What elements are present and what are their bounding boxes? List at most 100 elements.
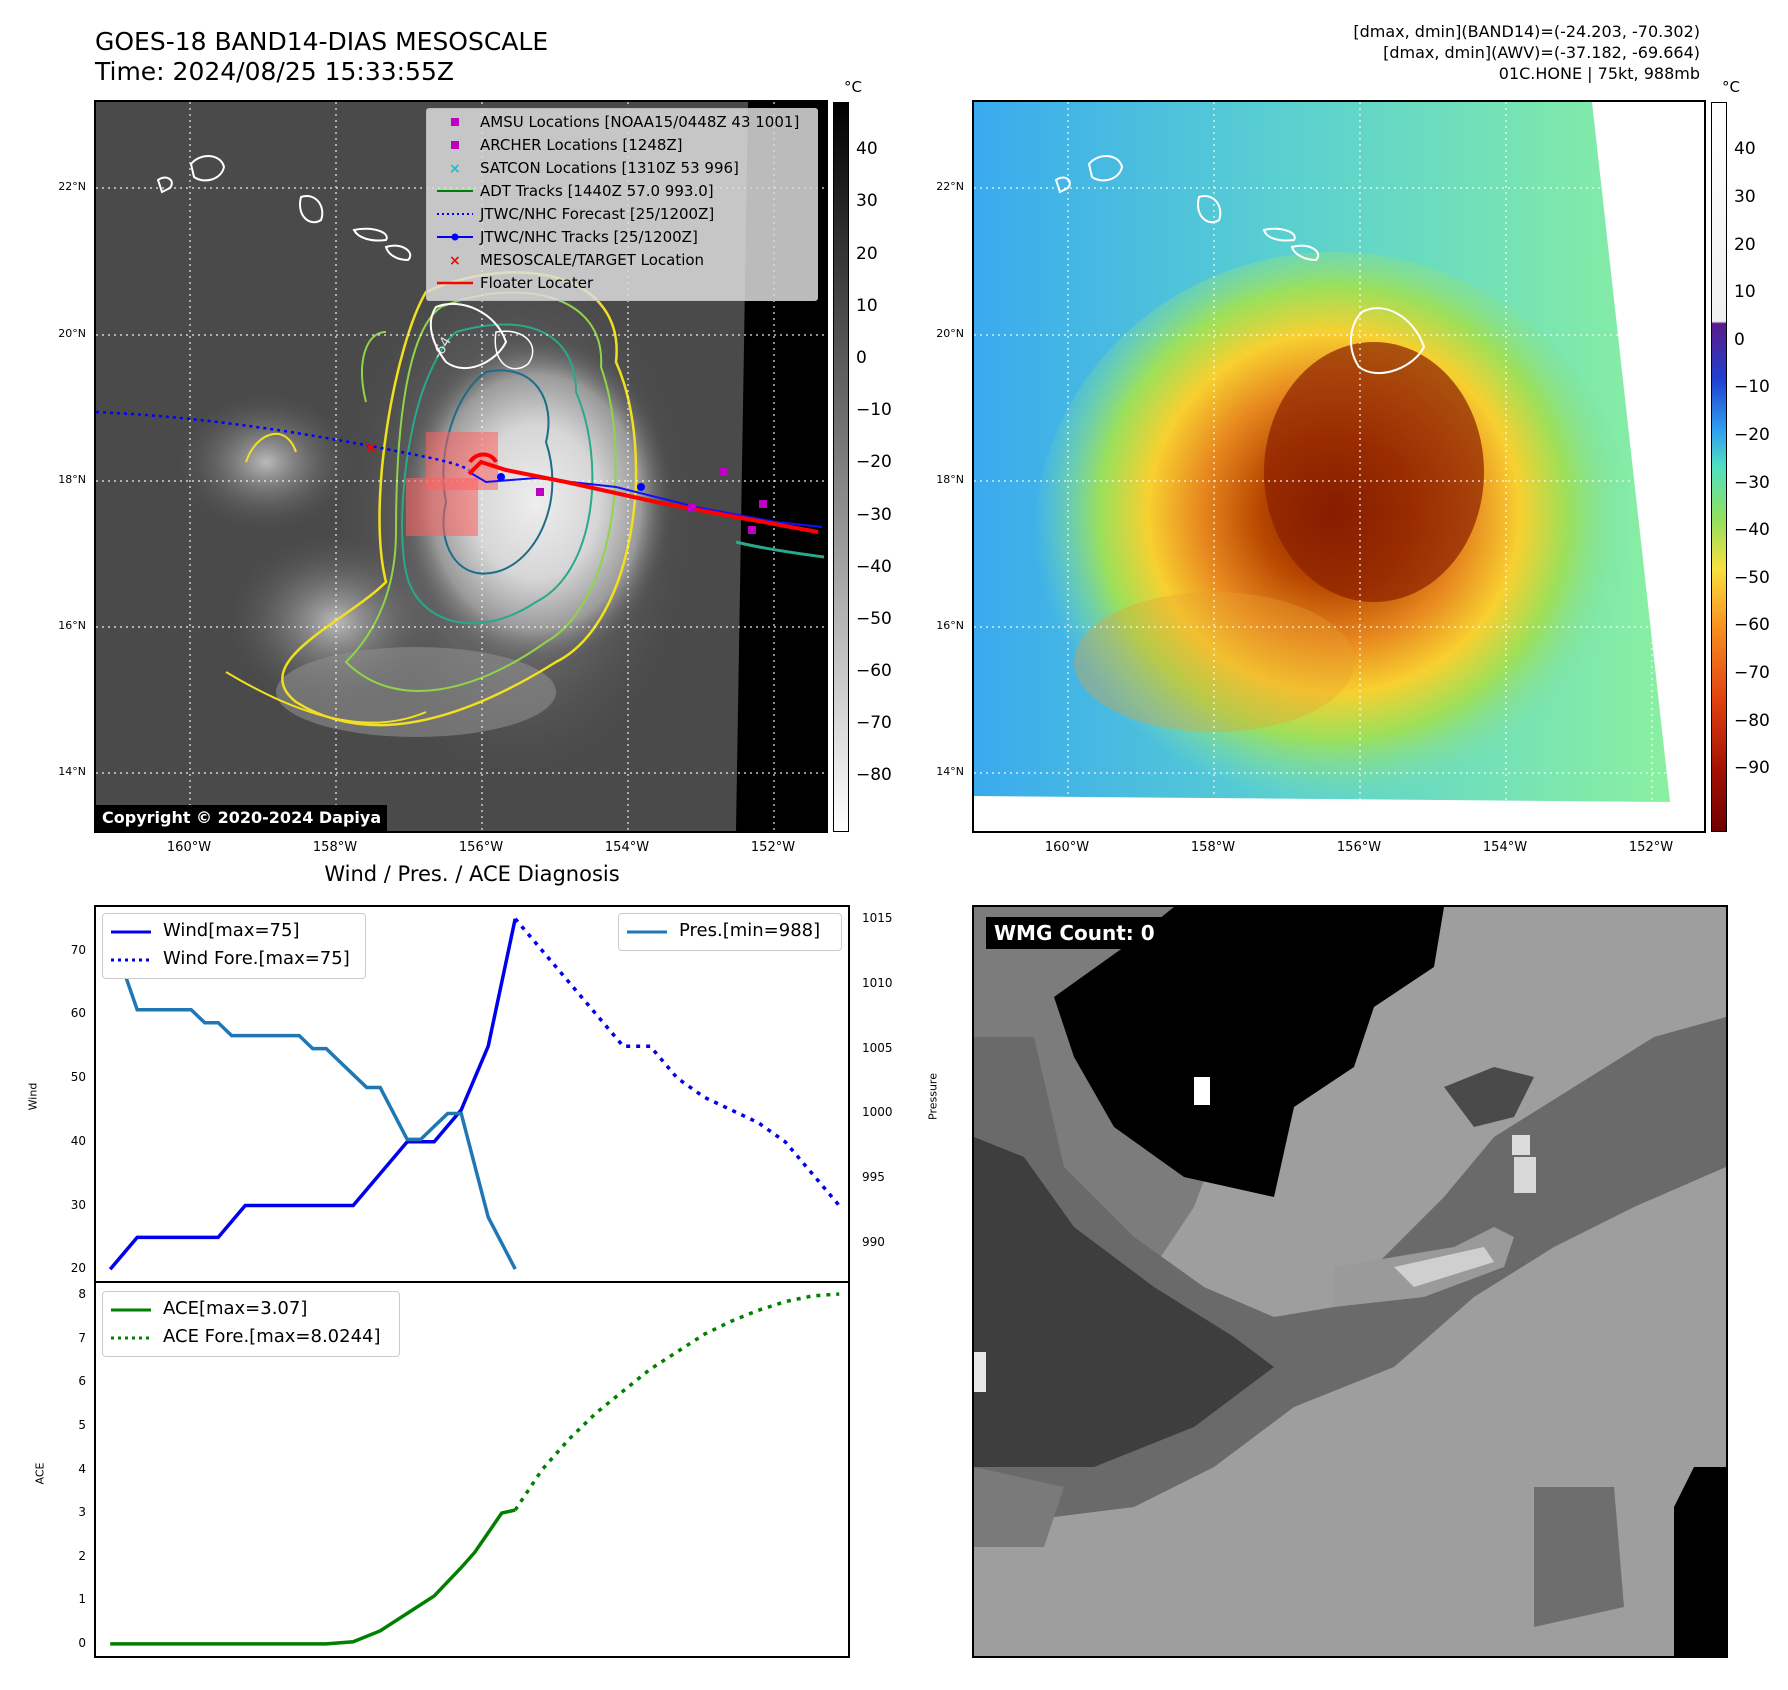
colorbar-tick-label: 0 xyxy=(856,348,867,368)
wind-legend: Wind[max=75] Wind Fore.[max=75] xyxy=(102,913,366,979)
lat-label: 22°N xyxy=(936,180,964,193)
square-marker-icon xyxy=(451,141,459,149)
lat-label: 16°N xyxy=(58,619,86,632)
colorbar-tick-label: −10 xyxy=(856,400,892,421)
colorbar-tick-label: −20 xyxy=(856,452,892,473)
dotted-line-icon xyxy=(437,213,473,215)
lat-label: 16°N xyxy=(936,619,964,632)
wind-tick-label: 30 xyxy=(70,1197,86,1212)
lon-label: 156°W xyxy=(1336,840,1382,855)
wmg-count-label: WMG Count: 0 xyxy=(986,917,1163,949)
wmg-panel: WMG Count: 0 xyxy=(972,905,1728,1658)
wind-tick-label: 70 xyxy=(70,942,86,957)
figure-title: GOES-18 BAND14-DIAS MESOSCALE xyxy=(95,27,549,56)
colorbar-tick-label: −50 xyxy=(1734,567,1770,588)
wind-series-line xyxy=(513,917,841,1207)
colorbar-tick-label: −30 xyxy=(856,504,892,525)
lat-label: 22°N xyxy=(58,180,86,193)
ace-forecast-legend-label: ACE Fore.[max=8.0244] xyxy=(163,1326,381,1347)
diagnosis-title: Wind / Pres. / ACE Diagnosis xyxy=(324,862,620,886)
colorbar-tick-label: −80 xyxy=(856,765,892,786)
ace-tick-label: 5 xyxy=(78,1417,86,1432)
diagnosis-chart xyxy=(89,905,855,1658)
ace-tick-label: 2 xyxy=(78,1548,86,1563)
svg-text:×: × xyxy=(449,253,461,269)
colorbar-tick-label: −40 xyxy=(856,556,892,577)
colorbar-tick-label: −50 xyxy=(856,608,892,629)
lat-label: 14°N xyxy=(936,765,964,778)
solid-line-icon xyxy=(437,281,473,285)
solid-line-icon xyxy=(111,930,151,934)
awv-range-info: [dmax, dmin](AWV)=(-37.182, -69.664) xyxy=(1383,43,1700,62)
wind-axis-label: Wind xyxy=(26,1082,40,1111)
solid-line-icon xyxy=(111,1308,151,1312)
colorbar-tick-label: 10 xyxy=(1734,282,1756,303)
colorbar-tick-label: −90 xyxy=(1734,758,1770,779)
map-legend: AMSU Locations [NOAA15/0448Z 43 1001] AR… xyxy=(426,108,818,301)
colorbar-tick-label: −80 xyxy=(1734,710,1770,731)
lat-label: 18°N xyxy=(58,473,86,486)
ace-axis-label: ACE xyxy=(33,1462,47,1485)
pressure-axis-label: Pressure xyxy=(926,1073,940,1120)
awv-colorbar-unit: °C xyxy=(1722,78,1740,96)
lat-label: 20°N xyxy=(58,327,86,340)
lon-label: 156°W xyxy=(458,840,504,855)
x-marker-icon: × xyxy=(449,161,461,177)
wind-series-line xyxy=(108,918,517,1271)
colorbar-tick-label: 40 xyxy=(856,139,878,160)
colorbar-tick-label: −40 xyxy=(1734,520,1770,541)
ace-tick-label: 4 xyxy=(78,1461,86,1476)
ace-legend-label: ACE[max=3.07] xyxy=(163,1298,308,1319)
wind-tick-label: 60 xyxy=(70,1006,86,1021)
pressure-tick-label: 990 xyxy=(862,1235,885,1250)
lon-label: 154°W xyxy=(604,840,650,855)
lat-label: 18°N xyxy=(936,473,964,486)
ace-tick-label: 1 xyxy=(78,1592,86,1607)
ace-tick-label: 3 xyxy=(78,1505,86,1520)
svg-text:×: × xyxy=(364,438,377,457)
pressure-tick-label: 1000 xyxy=(862,1105,893,1120)
copyright-label: Copyright © 2020-2024 Dapiya xyxy=(96,805,388,831)
colorbar-tick-label: −70 xyxy=(1734,662,1770,683)
lon-label: 154°W xyxy=(1482,840,1528,855)
colorbar-tick-label: −20 xyxy=(1734,424,1770,445)
lon-label: 152°W xyxy=(750,840,796,855)
line-dot-icon xyxy=(437,233,473,241)
wind-tick-label: 20 xyxy=(70,1261,86,1276)
lon-label: 160°W xyxy=(1044,840,1090,855)
ace-tick-label: 8 xyxy=(78,1287,86,1302)
colorbar-tick-label: −60 xyxy=(856,661,892,682)
wind-forecast-legend-label: Wind Fore.[max=75] xyxy=(163,948,350,969)
dotted-line-icon xyxy=(111,958,151,962)
lon-label: 160°W xyxy=(166,840,212,855)
awv-map-panel xyxy=(972,100,1706,833)
wind-tick-label: 40 xyxy=(70,1133,86,1148)
colorbar-tick-label: 10 xyxy=(856,295,878,316)
ir-map-panel: -64 × xyxy=(94,100,828,833)
pressure-tick-label: 1015 xyxy=(862,910,893,925)
svg-text:×: × xyxy=(449,161,461,177)
lat-label: 14°N xyxy=(58,765,86,778)
ace-legend: ACE[max=3.07] ACE Fore.[max=8.0244] xyxy=(102,1291,400,1357)
pressure-legend-label: Pres.[min=988] xyxy=(679,920,821,941)
ace-tick-label: 6 xyxy=(78,1374,86,1389)
band14-range-info: [dmax, dmin](BAND14)=(-24.203, -70.302) xyxy=(1353,22,1700,41)
ir-colorbar xyxy=(833,102,849,832)
awv-colorbar xyxy=(1711,102,1727,832)
ace-tick-label: 7 xyxy=(78,1330,86,1345)
wind-legend-label: Wind[max=75] xyxy=(163,920,300,941)
lon-label: 152°W xyxy=(1628,840,1674,855)
wmg-image xyxy=(974,907,1726,1656)
dotted-line-icon xyxy=(111,1336,151,1340)
colorbar-tick-label: −30 xyxy=(1734,472,1770,493)
colorbar-tick-label: 30 xyxy=(1734,186,1756,207)
x-marker-icon: × xyxy=(449,253,461,269)
solid-line-icon xyxy=(627,930,667,934)
diagnosis-chart-area: Wind[max=75] Wind Fore.[max=75] Pres.[mi… xyxy=(89,905,855,1658)
colorbar-tick-label: −60 xyxy=(1734,615,1770,636)
colorbar-tick-label: −10 xyxy=(1734,377,1770,398)
colorbar-tick-label: −70 xyxy=(856,713,892,734)
square-marker-icon xyxy=(451,118,459,126)
colorbar-tick-label: 0 xyxy=(1734,329,1745,350)
solid-line-icon xyxy=(437,190,473,192)
